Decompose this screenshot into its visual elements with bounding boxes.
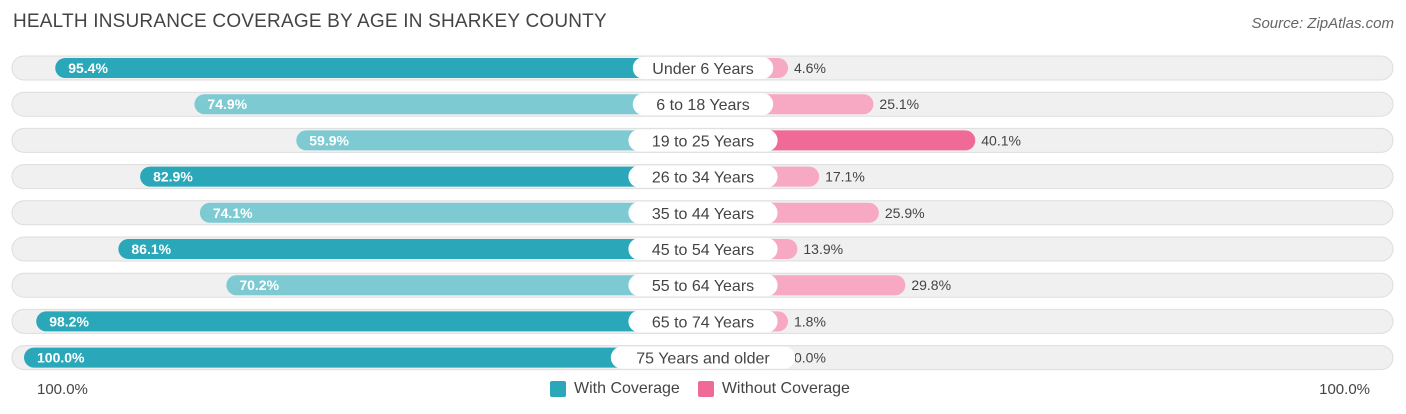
value-label-with-coverage: 95.4% — [68, 60, 108, 76]
value-label-without-coverage: 1.8% — [794, 313, 826, 329]
category-label-background — [632, 93, 774, 116]
value-label-without-coverage: 29.8% — [911, 277, 951, 293]
value-label-without-coverage: 40.1% — [981, 132, 1021, 148]
chart-title: HEALTH INSURANCE COVERAGE BY AGE IN SHAR… — [13, 11, 607, 32]
legend-swatch-with-coverage — [550, 381, 566, 397]
category-label: Under 6 Years — [652, 61, 753, 78]
category-label-background — [628, 238, 778, 260]
axis-right-label: 100.0% — [1319, 381, 1370, 398]
category-label-background — [628, 274, 778, 297]
bar-with-coverage — [24, 347, 703, 368]
category-label: 55 to 64 Years — [652, 278, 754, 295]
category-label: 19 to 25 Years — [652, 133, 754, 150]
bar-with-coverage — [226, 275, 704, 296]
source-label: Source: ZipAtlas.com — [1251, 15, 1394, 32]
bar-with-coverage — [194, 94, 703, 115]
diverging-bar-chart: 95.4% 4.6% Under 6 Years 74.9% 25.1% 6 to 18 … — [11, 55, 1394, 371]
value-label-without-coverage: 4.6% — [794, 60, 826, 76]
axis-left-label: 100.0% — [37, 381, 88, 398]
category-label-background — [632, 57, 774, 79]
value-label-with-coverage: 82.9% — [153, 169, 193, 185]
value-label-without-coverage: 13.9% — [803, 241, 843, 257]
category-label-background — [628, 129, 778, 152]
value-label-without-coverage: 25.9% — [885, 205, 925, 221]
category-label-background — [610, 346, 796, 369]
category-label: 65 to 74 Years — [652, 314, 754, 331]
value-label-with-coverage: 98.2% — [49, 313, 89, 329]
value-label-without-coverage: 0.0% — [794, 350, 826, 366]
bar-with-coverage — [199, 202, 703, 223]
value-label-without-coverage: 25.1% — [879, 96, 919, 112]
bar-with-coverage — [36, 311, 704, 332]
value-label-with-coverage: 86.1% — [131, 241, 171, 257]
bar-with-coverage — [118, 239, 704, 259]
category-label: 35 to 44 Years — [652, 206, 754, 223]
legend-label-without-coverage: Without Coverage — [721, 380, 850, 397]
value-label-with-coverage: 70.2% — [239, 277, 279, 293]
value-label-with-coverage: 59.9% — [309, 132, 349, 148]
bar-with-coverage — [55, 58, 703, 78]
category-label: 6 to 18 Years — [656, 97, 749, 114]
category-label: 75 Years and older — [636, 351, 770, 368]
legend-with-coverage[interactable]: With Coverage — [550, 380, 680, 398]
value-label-without-coverage: 17.1% — [825, 169, 865, 185]
category-label: 45 to 54 Years — [652, 242, 754, 259]
bar-with-coverage — [140, 166, 703, 187]
category-label: 26 to 34 Years — [652, 170, 754, 187]
category-label-background — [628, 201, 778, 224]
legend-without-coverage[interactable]: Without Coverage — [697, 380, 850, 398]
value-label-with-coverage: 100.0% — [37, 350, 85, 366]
value-label-with-coverage: 74.9% — [207, 96, 247, 112]
value-label-with-coverage: 74.1% — [213, 205, 253, 221]
bar-with-coverage — [296, 130, 703, 151]
category-label-background — [628, 165, 778, 188]
legend: With Coverage Without Coverage — [550, 380, 868, 398]
category-label-background — [628, 310, 778, 333]
legend-label-with-coverage: With Coverage — [574, 380, 680, 397]
legend-swatch-without-coverage — [697, 381, 714, 397]
